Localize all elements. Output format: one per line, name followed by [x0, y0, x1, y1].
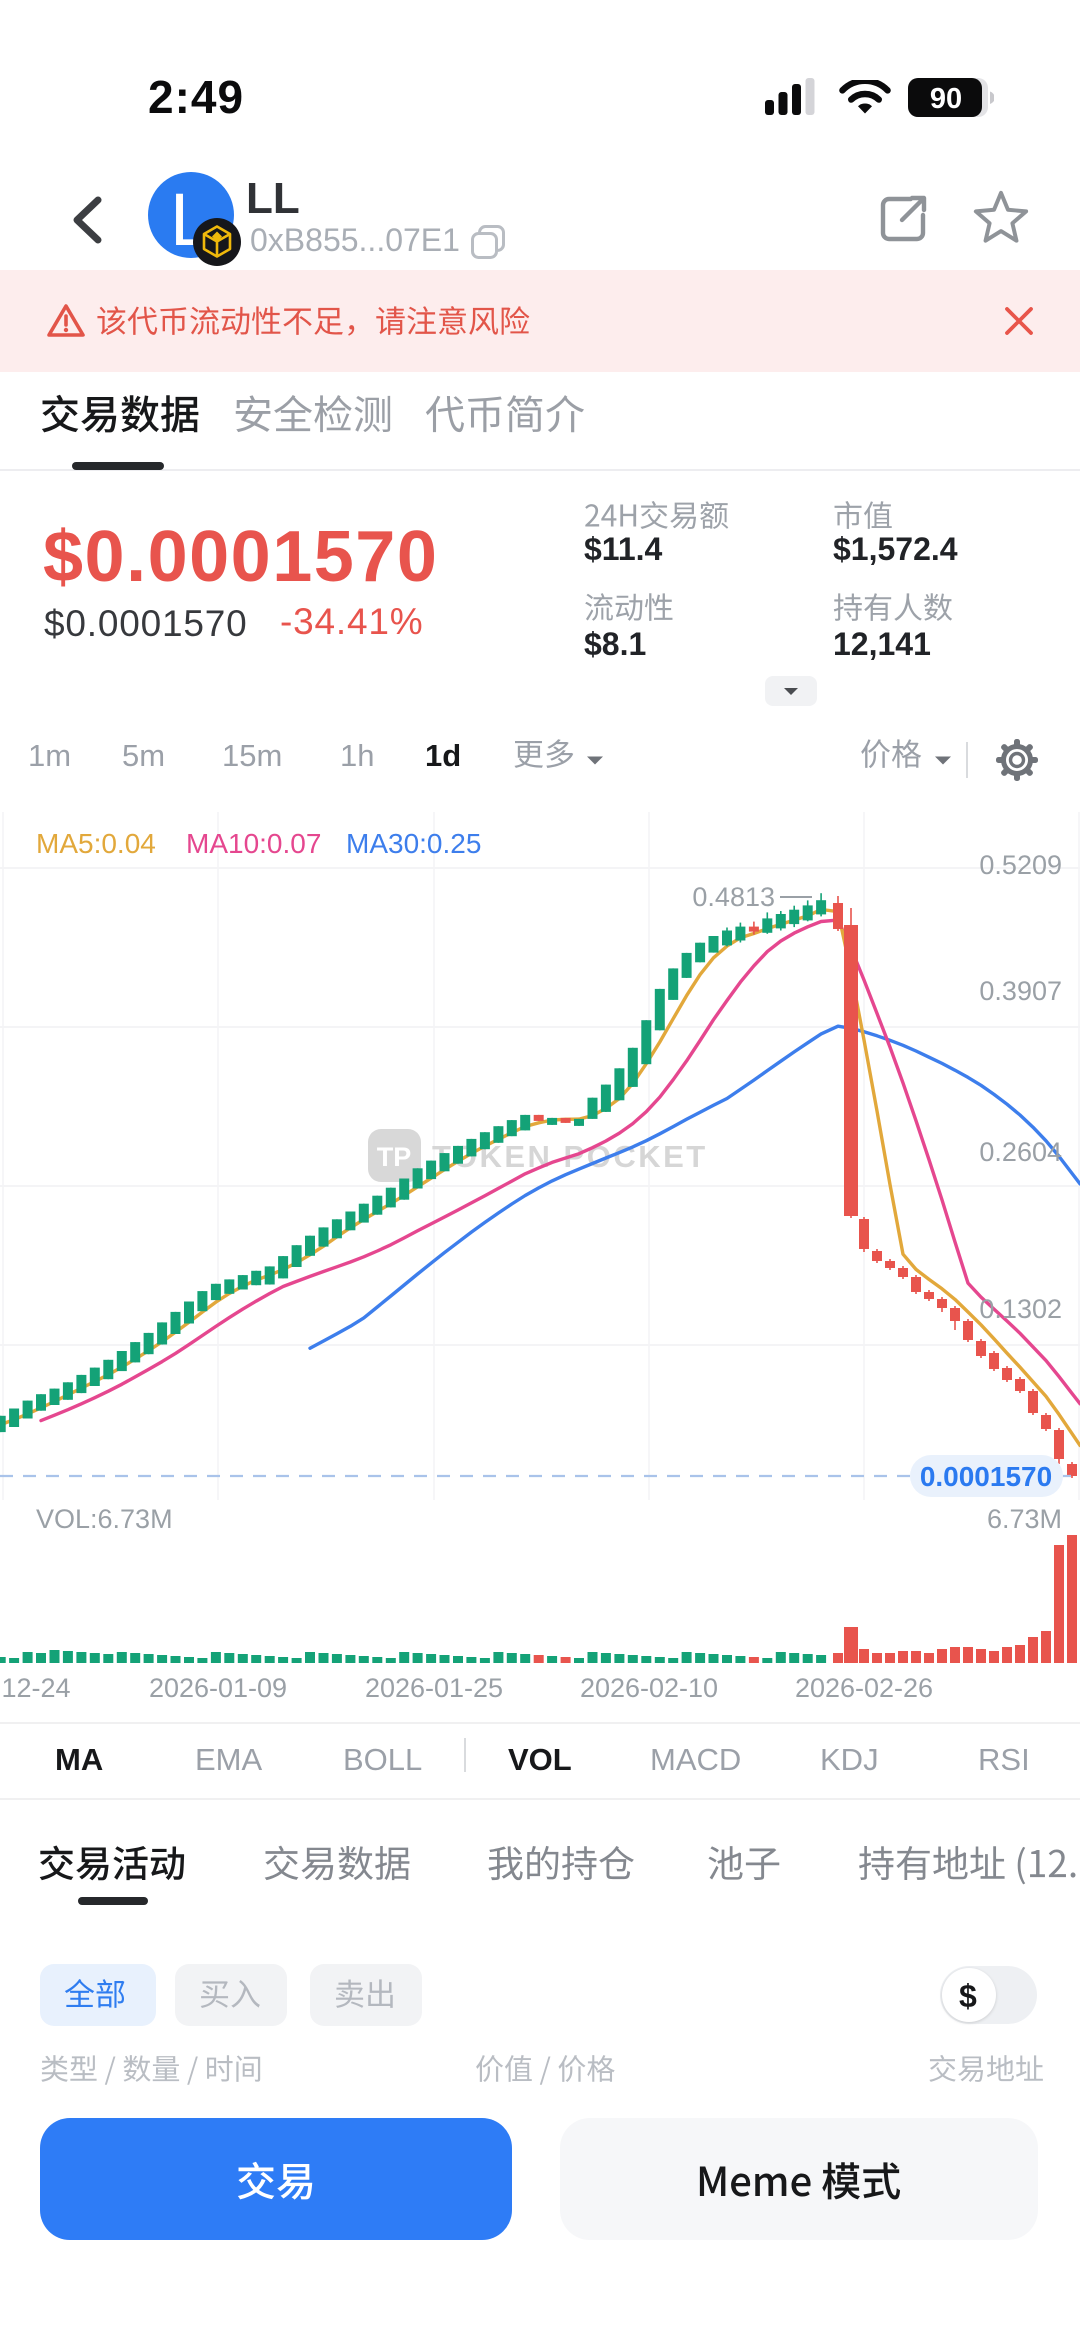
- svg-text:MA10:0.07: MA10:0.07: [186, 828, 321, 859]
- svg-text:0.4813: 0.4813: [692, 882, 775, 912]
- svg-text:MA5:0.04: MA5:0.04: [36, 828, 156, 859]
- svg-text:0.0001570: 0.0001570: [920, 1461, 1052, 1492]
- svg-text:VOL:6.73M: VOL:6.73M: [36, 1504, 173, 1534]
- svg-text:0.3907: 0.3907: [979, 976, 1062, 1006]
- svg-text:2026-01-25: 2026-01-25: [365, 1673, 503, 1700]
- svg-text:90: 90: [930, 83, 962, 115]
- svg-text:2026-01-09: 2026-01-09: [149, 1673, 287, 1700]
- svg-text:0.2604: 0.2604: [979, 1137, 1062, 1167]
- svg-text:0.5209: 0.5209: [979, 850, 1062, 880]
- svg-text:12-24: 12-24: [1, 1673, 70, 1700]
- svg-text:2026-02-10: 2026-02-10: [580, 1673, 718, 1700]
- svg-text:2026-02-26: 2026-02-26: [795, 1673, 933, 1700]
- svg-text:TP: TP: [377, 1142, 412, 1172]
- svg-text:MA30:0.25: MA30:0.25: [346, 828, 481, 859]
- svg-text:0.1302: 0.1302: [979, 1294, 1062, 1324]
- svg-text:6.73M: 6.73M: [987, 1504, 1062, 1534]
